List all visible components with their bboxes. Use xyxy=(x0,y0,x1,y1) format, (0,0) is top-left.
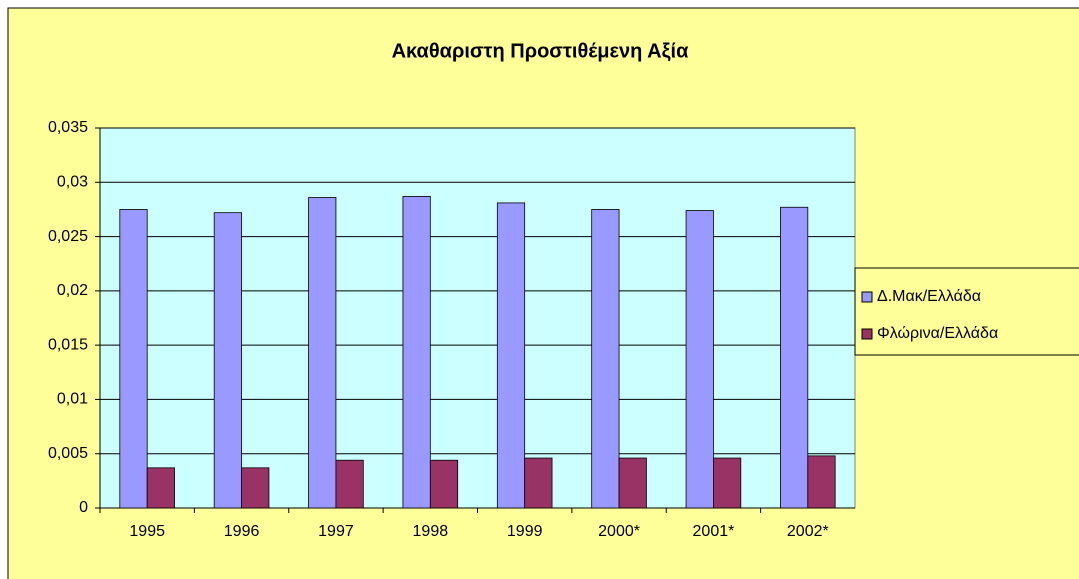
y-tick-label: 0,015 xyxy=(48,336,88,353)
chart-title: Ακαθαριστη Προστιθέμενη Αξία xyxy=(392,40,689,62)
bar xyxy=(685,210,714,509)
bar xyxy=(335,459,364,509)
bar xyxy=(213,212,242,509)
bar xyxy=(807,455,836,509)
bar xyxy=(308,197,337,509)
y-tick-label: 0,03 xyxy=(57,174,88,191)
x-tick-label: 1996 xyxy=(224,523,260,540)
bar xyxy=(713,457,742,509)
x-tick-label: 2002* xyxy=(787,523,829,540)
legend-label: Δ.Μακ/Ελλάδα xyxy=(877,288,981,305)
bar xyxy=(402,195,431,509)
bar xyxy=(146,467,175,509)
x-tick-label: 1997 xyxy=(318,523,354,540)
x-tick-label: 2000* xyxy=(598,523,640,540)
bar xyxy=(591,209,620,509)
legend xyxy=(854,267,1079,356)
legend-label: Φλώρινα/Ελλάδα xyxy=(877,325,998,342)
x-tick-label: 1999 xyxy=(507,523,543,540)
plot-area xyxy=(99,127,856,509)
x-tick-label: 1995 xyxy=(129,523,165,540)
x-tick-label: 1998 xyxy=(413,523,449,540)
y-tick-label: 0,025 xyxy=(48,228,88,245)
bar xyxy=(496,202,526,509)
bar xyxy=(524,457,553,509)
bar xyxy=(618,457,647,509)
bar xyxy=(241,467,270,509)
bar xyxy=(429,459,459,509)
legend-swatch xyxy=(861,291,873,303)
y-tick-label: 0,005 xyxy=(48,445,88,462)
y-tick-label: 0,02 xyxy=(57,282,88,299)
bar xyxy=(780,206,809,509)
x-tick-label: 2001* xyxy=(693,523,735,540)
y-tick-label: 0,01 xyxy=(57,391,88,408)
bar xyxy=(119,209,148,509)
y-tick-label: 0 xyxy=(79,499,88,516)
legend-swatch xyxy=(861,328,873,340)
y-tick-label: 0,035 xyxy=(48,119,88,136)
